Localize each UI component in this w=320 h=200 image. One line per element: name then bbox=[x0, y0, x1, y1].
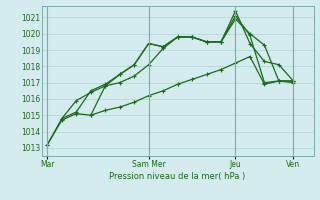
X-axis label: Pression niveau de la mer( hPa ): Pression niveau de la mer( hPa ) bbox=[109, 172, 246, 181]
